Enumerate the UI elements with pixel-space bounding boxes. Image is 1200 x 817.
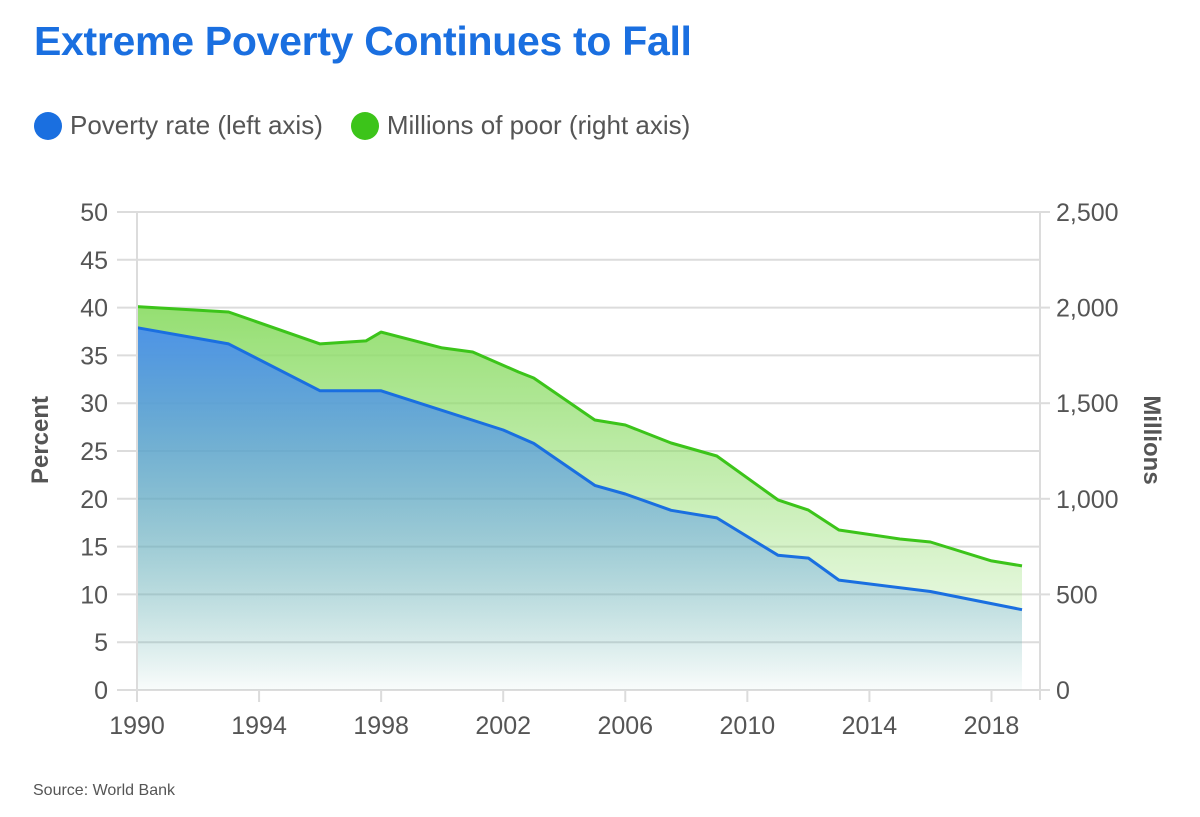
legend-label: Millions of poor (right axis) (386, 110, 691, 140)
millions-poor-line (136, 305, 1023, 568)
y2-tick-label: 1,000 (1056, 486, 1119, 514)
y2-tick-label: 500 (1056, 581, 1098, 609)
lines (136, 305, 1023, 612)
x-tick-label: 1990 (109, 712, 165, 740)
y-tick-label: 50 (80, 199, 108, 227)
source-note: Source: World Bank (33, 782, 175, 799)
y-tick-label: 15 (80, 534, 108, 562)
y2-tick-label: 1,500 (1056, 390, 1119, 418)
y2-axis-label: Millions (1138, 395, 1165, 484)
legend: Poverty rate (left axis) Millions of poo… (34, 110, 718, 141)
poverty-rate-area (137, 327, 1022, 690)
y-tick-label: 5 (94, 629, 108, 657)
y-tick-label: 0 (94, 677, 108, 705)
y-tick-label: 25 (80, 438, 108, 466)
y-tick-label: 20 (80, 486, 108, 514)
legend-item-poverty-rate: Poverty rate (left axis) (34, 110, 323, 141)
legend-item-millions-poor: Millions of poor (right axis) (350, 110, 691, 141)
x-tick-label: 2002 (475, 712, 531, 740)
y2-tick-label: 2,500 (1056, 199, 1119, 227)
blue-dot-icon (34, 111, 62, 140)
y2-tick-label: 0 (1056, 677, 1070, 705)
x-tick-label: 1994 (231, 712, 287, 740)
x-tick-label: 2006 (597, 712, 653, 740)
y2-tick-label: 2,000 (1056, 295, 1119, 323)
x-tick-label: 2010 (720, 712, 776, 740)
y-tick-label: 40 (80, 295, 108, 323)
y-tick-label: 10 (80, 581, 108, 609)
green-dot-icon (350, 111, 379, 140)
y-tick-label: 30 (80, 390, 108, 418)
y-tick-label: 35 (80, 342, 108, 370)
areas (137, 306, 1022, 690)
chart-title: Extreme Poverty Continues to Fall (34, 18, 692, 64)
x-tick-label: 2018 (964, 712, 1020, 740)
y-axis-label: Percent (27, 396, 54, 484)
legend-label: Poverty rate (left axis) (70, 110, 323, 140)
axes: 0510152025303540455005001,0001,5002,0002… (80, 199, 1118, 740)
x-tick-label: 2014 (842, 712, 898, 740)
y-tick-label: 45 (80, 247, 108, 275)
x-tick-label: 1998 (353, 712, 409, 740)
